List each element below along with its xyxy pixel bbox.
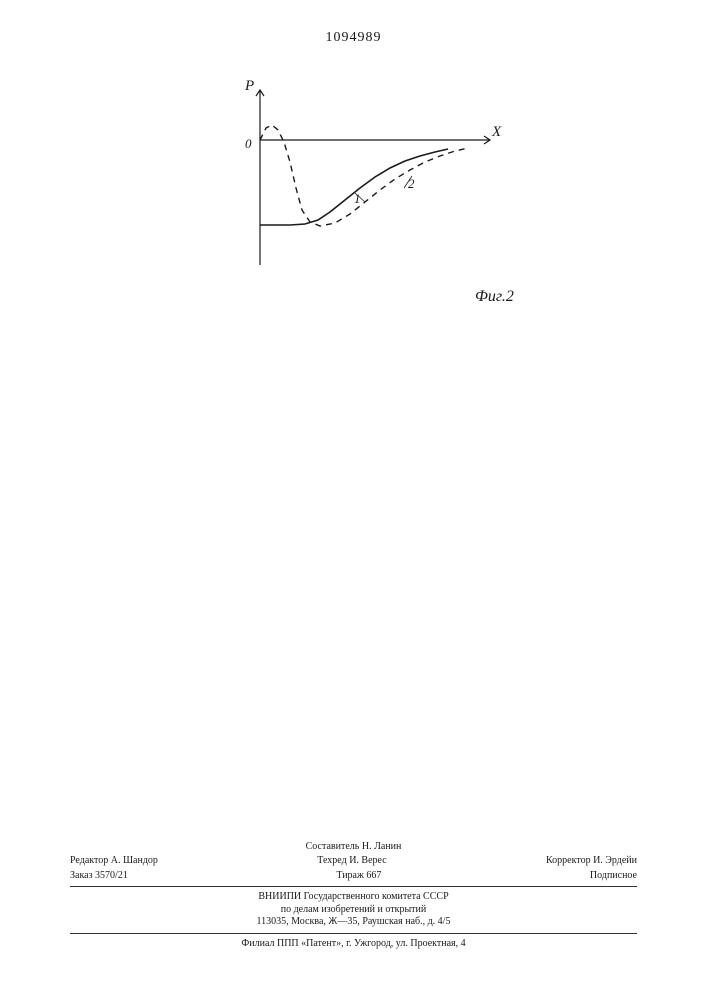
footer-inst-line-1: ВНИИПИ Государственного комитета СССР [70, 891, 637, 904]
footer-corrector: Корректор И. Эрдейи [546, 855, 637, 868]
footer-tirage: Тираж 667 [336, 870, 381, 883]
footer-row-compiler: Составитель Н. Ланин [70, 841, 637, 854]
imprint-footer: Составитель Н. Ланин Редактор А. Шандор … [70, 841, 637, 951]
footer-inst-line-3: 113035, Москва, Ж—35, Раушская наб., д. … [70, 916, 637, 929]
footer-order: Заказ 3570/21 [70, 870, 128, 883]
footer-subscription: Подписное [590, 870, 637, 883]
figure-caption: Фиг.2 [475, 288, 514, 306]
series-1 [260, 149, 448, 225]
footer-branch: Филиал ППП «Патент», г. Ужгород, ул. Про… [70, 938, 637, 951]
footer-row-print: Заказ 3570/21 Тираж 667 Подписное [70, 870, 637, 883]
page: 1094989 P X 0 1 2 Фиг.2 Составитель Н. Л… [0, 0, 707, 1000]
footer-institution-block: ВНИИПИ Государственного комитета СССР по… [70, 891, 637, 929]
footer-compiler: Составитель Н. Ланин [306, 841, 402, 854]
y-axis-label: P [245, 78, 254, 95]
footer-rule-2 [70, 933, 637, 934]
footer-row-credits: Редактор А. Шандор Техред И. Верес Корре… [70, 855, 637, 868]
series-1-label: 1 [354, 191, 361, 207]
footer-techred: Техред И. Верес [317, 855, 386, 868]
document-number: 1094989 [0, 30, 707, 46]
origin-label: 0 [245, 136, 252, 152]
footer-editor: Редактор А. Шандор [70, 855, 158, 868]
chart-svg [190, 80, 520, 290]
footer-inst-line-2: по делам изобретений и открытий [70, 904, 637, 917]
footer-rule-1 [70, 886, 637, 887]
figure-2-chart: P X 0 1 2 Фиг.2 [190, 80, 520, 290]
x-axis-label: X [492, 124, 501, 141]
series-2-label: 2 [408, 176, 415, 192]
